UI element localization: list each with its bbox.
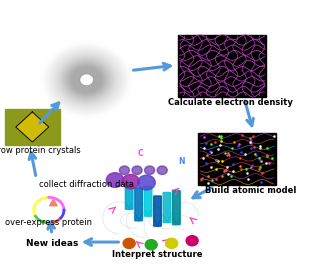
Circle shape	[122, 174, 139, 189]
Text: Calculate electron density: Calculate electron density	[168, 98, 292, 107]
Circle shape	[84, 77, 89, 82]
Circle shape	[106, 173, 124, 187]
Circle shape	[71, 67, 102, 93]
Text: grow protein crystals: grow protein crystals	[0, 146, 81, 155]
Bar	[178, 35, 266, 97]
Circle shape	[79, 73, 94, 86]
Circle shape	[123, 238, 135, 248]
Circle shape	[75, 70, 98, 89]
Circle shape	[145, 166, 155, 174]
Circle shape	[63, 60, 111, 100]
FancyBboxPatch shape	[144, 186, 152, 216]
Circle shape	[132, 166, 142, 174]
Polygon shape	[16, 112, 49, 142]
Text: C: C	[137, 149, 143, 158]
Circle shape	[119, 166, 129, 174]
Circle shape	[79, 74, 94, 86]
Circle shape	[74, 69, 99, 90]
Text: New ideas: New ideas	[26, 239, 78, 248]
Circle shape	[82, 76, 91, 84]
Circle shape	[69, 65, 104, 95]
Polygon shape	[49, 199, 57, 206]
FancyBboxPatch shape	[125, 183, 133, 209]
Circle shape	[72, 68, 101, 92]
Circle shape	[77, 72, 96, 88]
Circle shape	[67, 63, 106, 97]
Circle shape	[83, 77, 90, 82]
FancyBboxPatch shape	[154, 196, 161, 226]
Text: collect diffraction data: collect diffraction data	[39, 180, 134, 189]
Circle shape	[76, 70, 98, 89]
Circle shape	[81, 75, 92, 84]
Text: N: N	[178, 157, 184, 166]
Text: Interpret structure: Interpret structure	[112, 250, 203, 259]
Bar	[198, 133, 276, 185]
Circle shape	[186, 236, 198, 246]
Circle shape	[138, 175, 155, 190]
FancyBboxPatch shape	[135, 188, 142, 221]
Circle shape	[80, 74, 93, 85]
Circle shape	[166, 238, 178, 248]
Circle shape	[145, 240, 157, 250]
Bar	[5, 109, 60, 145]
Circle shape	[83, 77, 90, 82]
Circle shape	[81, 75, 92, 85]
Circle shape	[73, 68, 100, 91]
FancyBboxPatch shape	[173, 191, 180, 225]
Text: Build atomic model: Build atomic model	[205, 186, 296, 195]
Circle shape	[85, 78, 88, 81]
Circle shape	[65, 61, 108, 98]
Circle shape	[157, 166, 167, 174]
Circle shape	[77, 72, 96, 88]
FancyBboxPatch shape	[163, 193, 171, 223]
Text: over-express protein: over-express protein	[5, 218, 92, 227]
